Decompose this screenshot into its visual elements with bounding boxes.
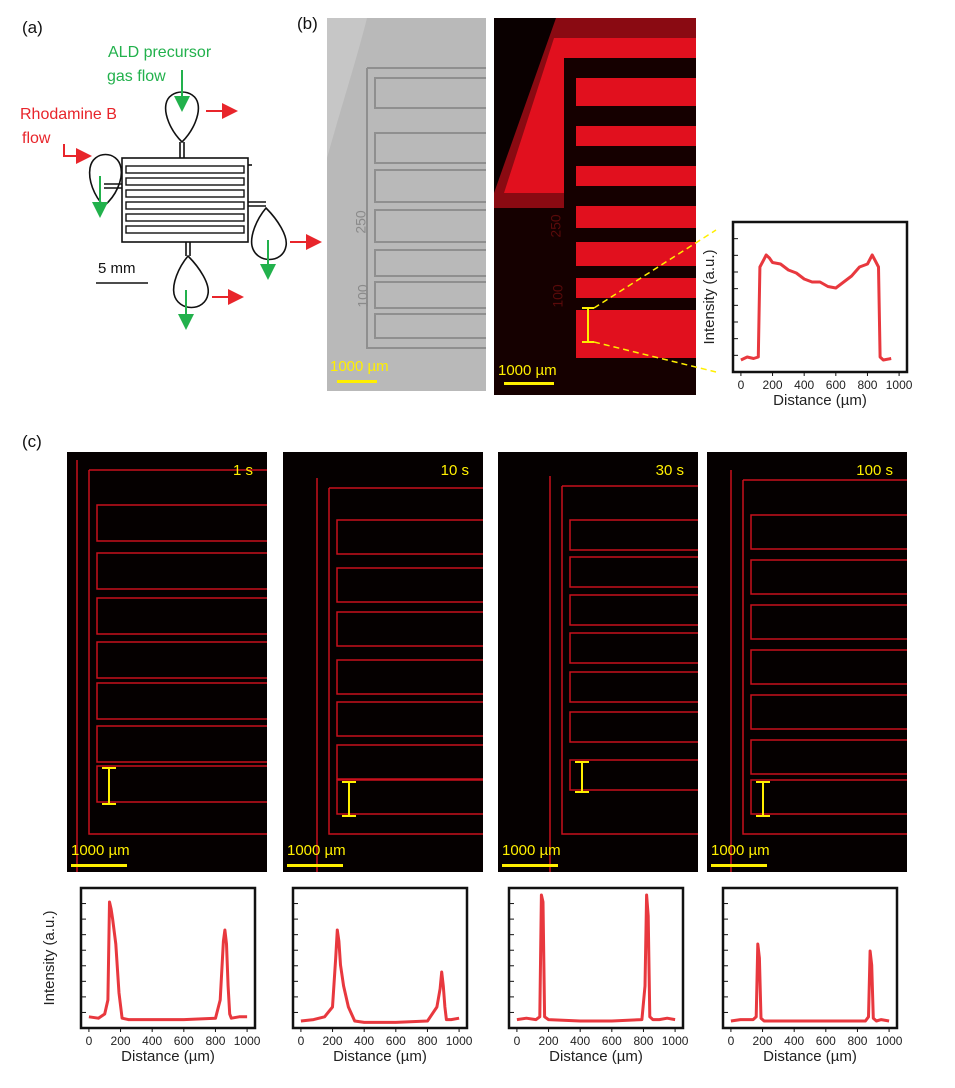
intensity-series-line bbox=[88, 900, 248, 1022]
x-tick-label: 600 bbox=[174, 1034, 194, 1048]
intensity-series-line bbox=[516, 893, 676, 1023]
chip-channels bbox=[125, 165, 245, 234]
scale-bar bbox=[71, 864, 127, 867]
x-tick-label: 0 bbox=[514, 1034, 521, 1048]
x-tick-label: 200 bbox=[111, 1034, 131, 1048]
intensity-series-line bbox=[300, 928, 460, 1024]
x-axis-label: Distance (µm) bbox=[773, 392, 867, 409]
x-tick-label: 400 bbox=[784, 1034, 804, 1048]
x-tick-label: 0 bbox=[86, 1034, 93, 1048]
plot-frame bbox=[507, 886, 685, 1030]
ald-label-line2: gas flow bbox=[107, 68, 166, 85]
x-tick-label: 200 bbox=[539, 1034, 559, 1048]
x-axis-label: Distance (µm) bbox=[333, 1048, 427, 1065]
x-tick-label: 200 bbox=[323, 1034, 343, 1048]
panel-label-a: (a) bbox=[22, 18, 43, 37]
intensity-series-line bbox=[740, 253, 892, 362]
y-axis-label: Intensity (a.u.) bbox=[701, 249, 718, 344]
x-tick-label: 800 bbox=[417, 1034, 437, 1048]
x-tick-label: 400 bbox=[142, 1034, 162, 1048]
x-tick-label: 0 bbox=[728, 1034, 735, 1048]
x-tick-label: 0 bbox=[738, 378, 745, 392]
y-axis-label: Intensity (a.u.) bbox=[41, 910, 58, 1005]
x-tick-label: 400 bbox=[354, 1034, 374, 1048]
x-tick-label: 200 bbox=[753, 1034, 773, 1048]
x-tick-label: 600 bbox=[602, 1034, 622, 1048]
scale-label: 1000 µm bbox=[287, 842, 346, 859]
x-tick-label: 1000 bbox=[662, 1034, 689, 1048]
microfluidic-schematic bbox=[63, 70, 322, 330]
timelapse-image-3: 30 s 1000 µm bbox=[498, 452, 698, 872]
x-tick-label: 600 bbox=[816, 1034, 836, 1048]
x-tick-label: 200 bbox=[763, 378, 783, 392]
x-tick-label: 600 bbox=[826, 378, 846, 392]
scale-label: 1000 µm bbox=[711, 842, 770, 859]
scale-label: 1000 µm bbox=[71, 842, 130, 859]
scale-bar-b-left bbox=[337, 380, 377, 383]
timelapse-image-4: 100 s 1000 µm bbox=[707, 452, 907, 872]
x-tick-label: 1000 bbox=[446, 1034, 473, 1048]
rhodamine-label-line2: flow bbox=[22, 130, 51, 147]
x-tick-label: 800 bbox=[205, 1034, 225, 1048]
scale-label-b-right: 1000 µm bbox=[498, 362, 557, 379]
time-label: 30 s bbox=[655, 462, 684, 479]
x-tick-label: 800 bbox=[633, 1034, 653, 1048]
x-tick-label: 1000 bbox=[886, 378, 913, 392]
scale-bar bbox=[502, 864, 558, 867]
fluorescence-image: 250 100 1000 µm bbox=[494, 18, 696, 395]
brightfield-image: 250 100 1000 µm bbox=[327, 18, 486, 391]
scale-bar bbox=[287, 864, 343, 867]
scale-bar-b-right bbox=[504, 382, 554, 385]
scale-label: 1000 µm bbox=[502, 842, 561, 859]
x-tick-label: 400 bbox=[794, 378, 814, 392]
x-axis-label: Distance (µm) bbox=[763, 1048, 857, 1065]
panel-label-b: (b) bbox=[297, 14, 318, 33]
ald-label-line1: ALD precursor bbox=[108, 44, 212, 61]
time-label: 100 s bbox=[856, 462, 893, 479]
rhodamine-inlet-arrow bbox=[63, 144, 92, 164]
intensity-series-line bbox=[730, 942, 890, 1023]
x-tick-label: 1000 bbox=[234, 1034, 261, 1048]
x-tick-label: 1000 bbox=[876, 1034, 903, 1048]
scale-bar bbox=[711, 864, 767, 867]
x-tick-label: 600 bbox=[386, 1034, 406, 1048]
timelapse-image-2: 10 s 1000 µm bbox=[283, 452, 483, 872]
x-tick-label: 800 bbox=[857, 378, 877, 392]
x-tick-label: 800 bbox=[847, 1034, 867, 1048]
x-tick-label: 400 bbox=[570, 1034, 590, 1048]
x-axis-label: Distance (µm) bbox=[121, 1048, 215, 1065]
scale-label-b-left: 1000 µm bbox=[330, 358, 389, 375]
x-tick-label: 0 bbox=[298, 1034, 305, 1048]
panel-label-c: (c) bbox=[22, 432, 42, 451]
timelapse-image-1: 1 s 1000 µm bbox=[67, 452, 267, 872]
time-label: 10 s bbox=[440, 462, 469, 479]
scale-bar-label: 5 mm bbox=[98, 260, 136, 277]
x-axis-label: Distance (µm) bbox=[549, 1048, 643, 1065]
rhodamine-label-line1: Rhodamine B bbox=[20, 106, 117, 123]
time-label: 1 s bbox=[232, 462, 253, 479]
